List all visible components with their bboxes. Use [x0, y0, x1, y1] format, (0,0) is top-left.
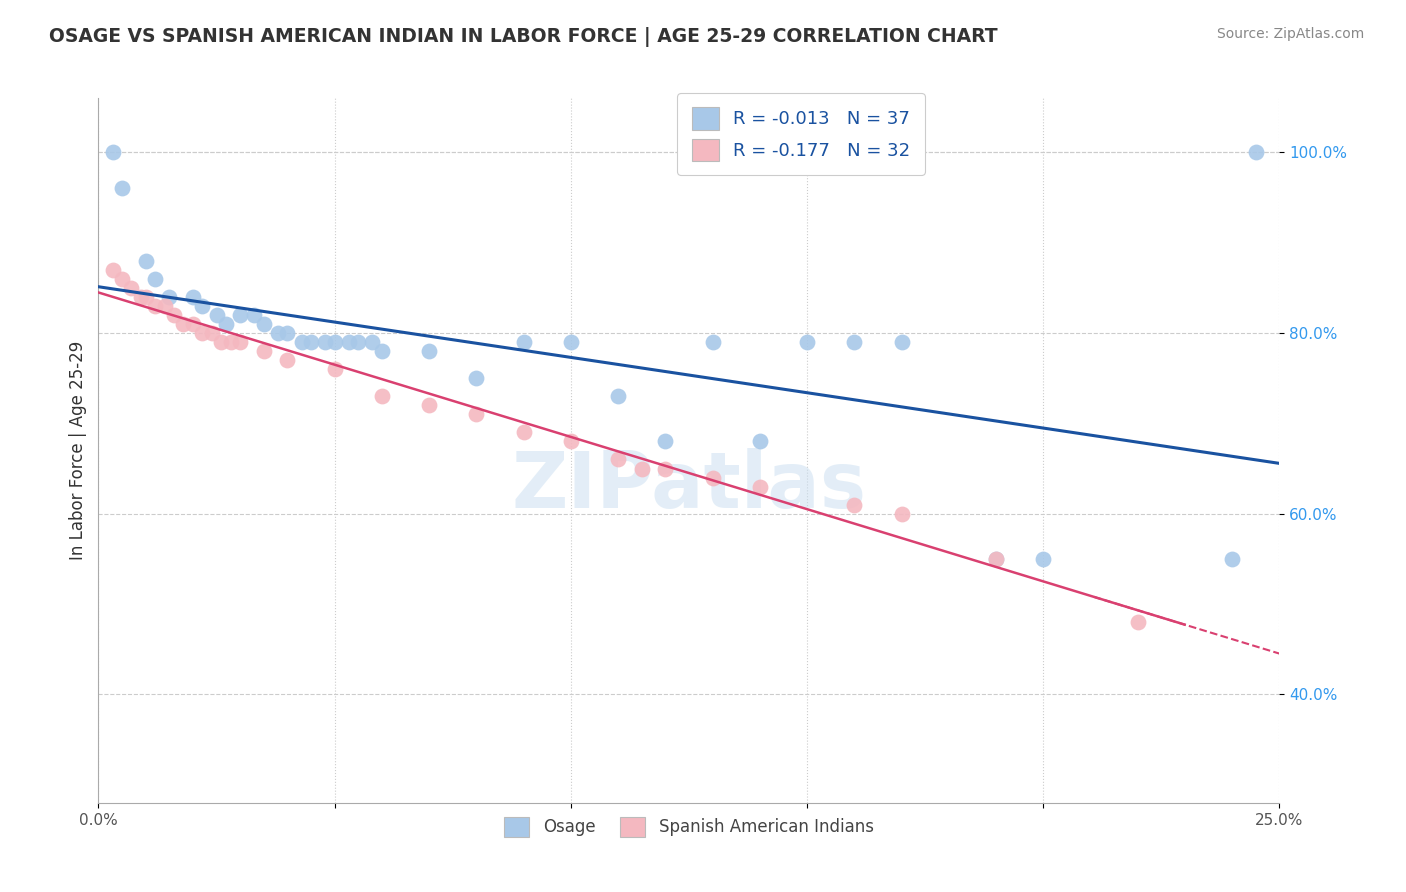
Point — [337, 334, 360, 349]
Point — [314, 334, 336, 349]
Point — [984, 552, 1007, 566]
Point — [205, 308, 228, 322]
Point — [560, 334, 582, 349]
Point — [361, 334, 384, 349]
Point — [157, 290, 180, 304]
Point — [267, 326, 290, 340]
Point — [1220, 552, 1243, 566]
Point — [111, 272, 134, 286]
Point — [890, 507, 912, 521]
Point — [215, 317, 238, 331]
Point — [418, 398, 440, 412]
Point — [191, 326, 214, 340]
Point — [323, 362, 346, 376]
Text: OSAGE VS SPANISH AMERICAN INDIAN IN LABOR FORCE | AGE 25-29 CORRELATION CHART: OSAGE VS SPANISH AMERICAN INDIAN IN LABO… — [49, 27, 998, 46]
Point — [748, 434, 770, 449]
Point — [465, 371, 488, 385]
Point — [135, 253, 157, 268]
Y-axis label: In Labor Force | Age 25-29: In Labor Force | Age 25-29 — [69, 341, 87, 560]
Point — [323, 334, 346, 349]
Text: ZIPatlas: ZIPatlas — [512, 448, 866, 524]
Point — [135, 290, 157, 304]
Point — [101, 262, 124, 277]
Point — [371, 344, 394, 359]
Point — [181, 290, 204, 304]
Point — [143, 272, 166, 286]
Legend: Osage, Spanish American Indians: Osage, Spanish American Indians — [498, 810, 880, 844]
Point — [172, 317, 194, 331]
Point — [1126, 615, 1149, 629]
Point — [290, 334, 312, 349]
Point — [253, 344, 276, 359]
Point — [465, 407, 488, 421]
Point — [276, 353, 298, 368]
Point — [1244, 145, 1267, 160]
Point — [121, 281, 143, 295]
Point — [191, 299, 214, 313]
Point — [1032, 552, 1054, 566]
Point — [163, 308, 186, 322]
Point — [560, 434, 582, 449]
Point — [111, 181, 134, 195]
Point — [201, 326, 224, 340]
Point — [512, 425, 534, 440]
Point — [243, 308, 266, 322]
Point — [229, 308, 252, 322]
Point — [607, 452, 630, 467]
Point — [702, 334, 724, 349]
Point — [654, 461, 676, 475]
Point — [209, 334, 232, 349]
Point — [299, 334, 322, 349]
Point — [844, 334, 866, 349]
Point — [181, 317, 204, 331]
Point — [984, 552, 1007, 566]
Point — [153, 299, 176, 313]
Point — [371, 389, 394, 403]
Point — [844, 498, 866, 512]
Point — [143, 299, 166, 313]
Point — [702, 470, 724, 484]
Point — [796, 334, 818, 349]
Point — [512, 334, 534, 349]
Point — [890, 334, 912, 349]
Point — [253, 317, 276, 331]
Text: Source: ZipAtlas.com: Source: ZipAtlas.com — [1216, 27, 1364, 41]
Point — [347, 334, 370, 349]
Point — [219, 334, 242, 349]
Point — [630, 461, 652, 475]
Point — [654, 434, 676, 449]
Point — [418, 344, 440, 359]
Point — [229, 334, 252, 349]
Point — [607, 389, 630, 403]
Point — [276, 326, 298, 340]
Point — [129, 290, 152, 304]
Point — [748, 480, 770, 494]
Point — [101, 145, 124, 160]
